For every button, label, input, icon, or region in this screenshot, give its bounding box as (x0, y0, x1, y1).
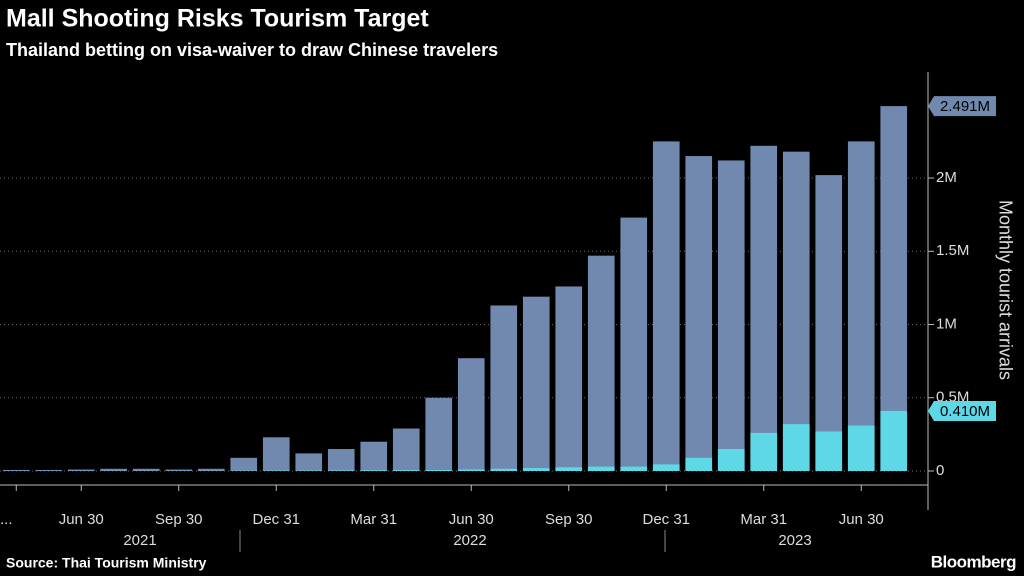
y-axis-label: Monthly tourist arrivals (995, 200, 1015, 380)
bar (392, 470, 420, 471)
bar (555, 286, 583, 471)
year-label: 2021 (123, 532, 156, 549)
bar (457, 469, 485, 471)
bar (327, 470, 355, 471)
bar (457, 358, 485, 471)
bar (717, 160, 745, 471)
y-tick-label: 1M (936, 315, 957, 332)
bar (782, 424, 810, 471)
x-tick-label: Dec 31 (252, 511, 300, 528)
x-tick-label: Jun 30 (59, 511, 104, 528)
bar (360, 441, 388, 471)
bar (522, 468, 550, 471)
source: Source: Thai Tourism Ministry (6, 555, 207, 571)
year-label: 2023 (778, 532, 811, 549)
bar (132, 468, 160, 471)
bar (67, 469, 95, 471)
bar (392, 428, 420, 471)
bar (847, 141, 875, 471)
bar (490, 305, 518, 471)
x-tick-label: Dec 31 (642, 511, 690, 528)
value-label-tag (928, 96, 996, 117)
brand: Bloomberg (931, 552, 1016, 571)
bar (880, 410, 908, 471)
bar (295, 453, 323, 471)
bar (35, 469, 63, 471)
bar (620, 466, 648, 471)
bar (360, 470, 388, 471)
bar (815, 175, 843, 471)
bar (587, 466, 615, 471)
bar (815, 431, 843, 471)
bar (425, 397, 453, 471)
x-tick-label: Jun 30 (449, 511, 494, 528)
bar (652, 464, 680, 471)
x-tick-label: Sep 30 (545, 511, 593, 528)
y-tick-label: 0 (936, 462, 944, 479)
value-label: 2.491M (940, 98, 990, 115)
bar (685, 156, 713, 472)
bar (847, 425, 875, 471)
y-tick-label: 2M (936, 169, 957, 186)
value-label: 0.410M (940, 403, 990, 420)
bar (685, 457, 713, 471)
chart-title: Mall Shooting Risks Tourism Target (6, 5, 429, 33)
bar (230, 457, 258, 471)
bar (262, 437, 290, 471)
chart-subtitle: Thailand betting on visa-waiver to draw … (6, 40, 498, 60)
x-tick-label: Mar 31 (740, 511, 787, 528)
bar (100, 468, 128, 471)
y-tick-label: 1.5M (936, 242, 969, 259)
bar (327, 449, 355, 471)
x-tick-label: Jun 30 (839, 511, 884, 528)
bar (717, 449, 745, 471)
bar (750, 432, 778, 471)
bar (587, 255, 615, 471)
bar (750, 145, 778, 471)
bar (165, 469, 193, 471)
x-tick-label: Sep 30 (155, 511, 203, 528)
bar (522, 296, 550, 471)
bar (2, 469, 30, 471)
bar (880, 106, 908, 472)
value-label-tag (928, 400, 996, 421)
bar (782, 151, 810, 472)
bar (620, 217, 648, 471)
x-tick-label: Mar 31 (350, 511, 397, 528)
bar (197, 468, 225, 471)
bar (425, 469, 453, 471)
bar (652, 141, 680, 471)
bar (490, 468, 518, 471)
year-label: 2022 (453, 532, 486, 549)
bar (555, 467, 583, 471)
x-tick-label: ... (0, 511, 13, 528)
